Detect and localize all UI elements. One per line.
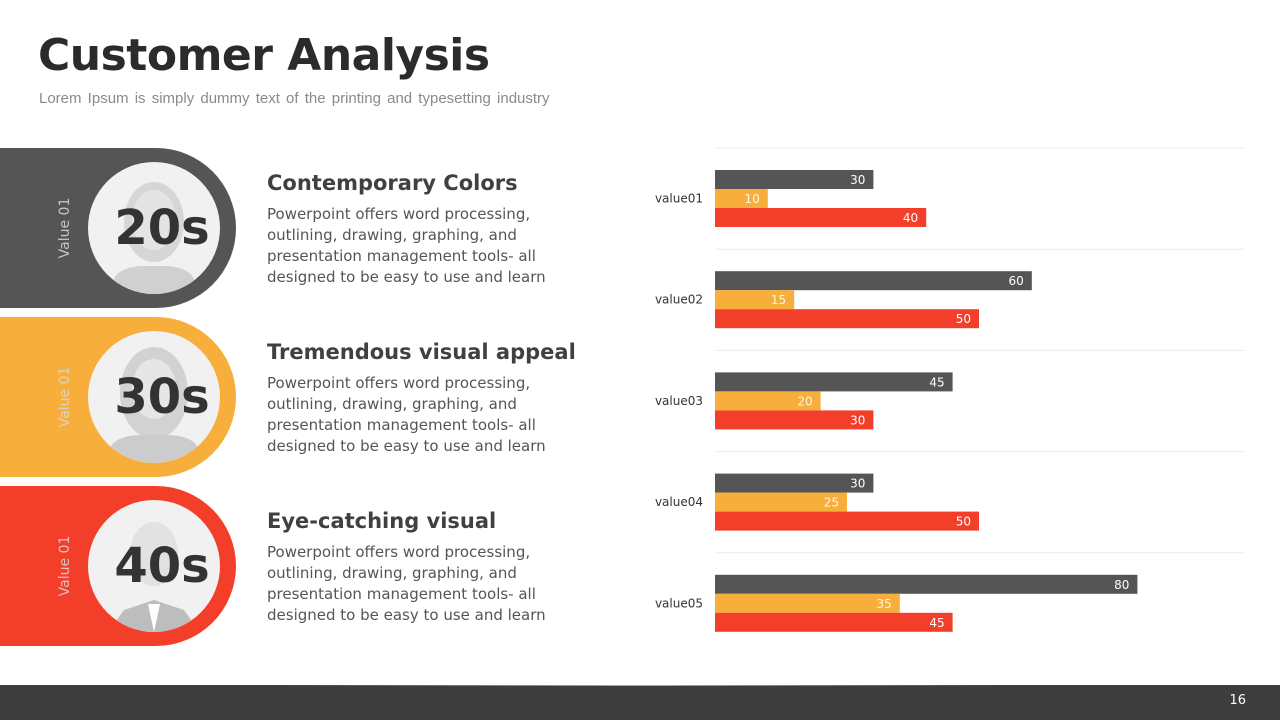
- data-label: 45: [929, 375, 944, 389]
- data-label: 80: [1114, 578, 1129, 592]
- age-label: 40s: [114, 538, 210, 594]
- bar: [715, 410, 874, 430]
- data-label: 40: [903, 211, 918, 225]
- data-label: 50: [956, 515, 971, 529]
- woman-photo-icon: [114, 182, 194, 294]
- man-photo-icon: [108, 522, 200, 632]
- category-label: value01: [655, 192, 703, 206]
- data-label: 20: [797, 394, 812, 408]
- bar: [715, 271, 1032, 291]
- band-label: Value 01: [57, 535, 73, 597]
- avatar: 20s: [88, 162, 220, 294]
- bar: [715, 309, 979, 329]
- data-label: 60: [1009, 274, 1024, 288]
- data-label: 50: [956, 312, 971, 326]
- footer-bar: 16: [0, 685, 1280, 720]
- woman-photo-icon: [110, 347, 198, 463]
- data-label: 30: [850, 477, 865, 491]
- page-title: Customer Analysis: [38, 30, 490, 81]
- band-label: Value 01: [57, 197, 73, 259]
- data-label: 30: [850, 413, 865, 427]
- footer-glow: [260, 685, 1020, 686]
- data-label: 35: [877, 597, 892, 611]
- bar: [715, 208, 927, 227]
- item-text-1: Powerpoint offers word processing, outli…: [267, 205, 546, 286]
- category-label: value05: [655, 596, 703, 610]
- bar: [715, 391, 821, 411]
- bar: [715, 290, 795, 310]
- data-label: 10: [745, 192, 760, 206]
- item-text-2: Powerpoint offers word processing, outli…: [267, 374, 546, 455]
- band-label: Value 01: [57, 366, 73, 428]
- bar: [715, 473, 874, 493]
- data-label: 30: [850, 173, 865, 187]
- bar: [715, 593, 900, 613]
- age-label: 20s: [114, 200, 210, 256]
- bar: [715, 574, 1138, 594]
- bar: [715, 492, 847, 512]
- bar: [715, 372, 953, 392]
- age-band-2: Value 01 30s: [0, 317, 236, 477]
- bar-chart: value01 30 10 40 value02 60 15 50 value03 45 20 30 v…: [655, 147, 1245, 632]
- bar: [715, 189, 768, 208]
- item-title-1: Contemporary Colors: [267, 171, 518, 195]
- page-subtitle: Lorem Ipsum is simply dummy text of the …: [39, 90, 550, 107]
- category-label: value04: [655, 495, 703, 509]
- item-text-3: Powerpoint offers word processing, outli…: [267, 543, 546, 624]
- data-label: 45: [929, 616, 944, 630]
- avatar: 40s: [88, 500, 220, 632]
- item-title-3: Eye-catching visual: [267, 509, 497, 533]
- bar: [715, 612, 953, 632]
- bar: [715, 511, 979, 531]
- data-label: 15: [771, 293, 786, 307]
- data-label: 25: [824, 496, 839, 510]
- avatar: 30s: [88, 331, 220, 463]
- category-label: value03: [655, 394, 703, 408]
- page-number: 16: [1229, 693, 1246, 708]
- age-band-3: Value 01 40s: [0, 486, 236, 646]
- category-label: value02: [655, 293, 703, 307]
- age-label: 30s: [114, 369, 210, 425]
- item-title-2: Tremendous visual appeal: [267, 340, 576, 364]
- bar: [715, 170, 874, 189]
- age-band-1: Value 01 20s: [0, 148, 236, 308]
